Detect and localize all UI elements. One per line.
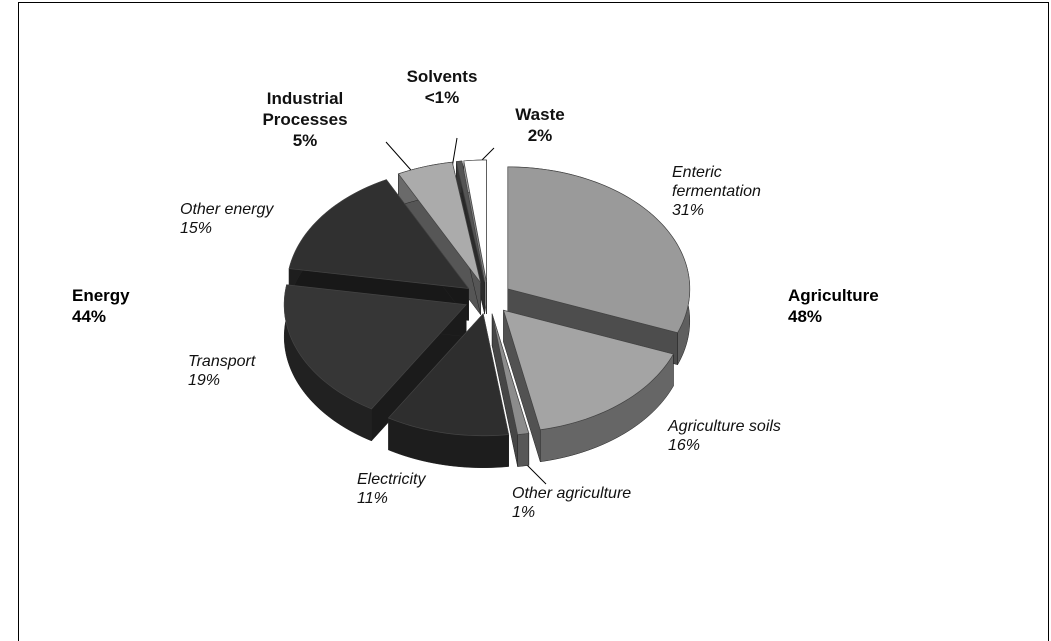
group-value: 48% [788,307,823,326]
slice-name: Solvents [406,67,478,86]
slice-name: Electricity [357,471,426,488]
slice-top [491,313,530,436]
slice-label: Electricity 11% [357,470,527,508]
slice-value: <1% [424,88,460,107]
slice-value: 11% [357,490,388,507]
slice-top [455,160,485,283]
frame [18,2,1049,641]
slice-name: Transport [188,353,256,370]
slice-side [517,433,530,467]
slice-name: Agriculture soils [668,418,781,435]
slice-label: Agriculture soils 16% [668,417,838,455]
slice-top [288,179,470,289]
slice-top [387,313,510,437]
slice [397,161,481,316]
slice-label: Waste 2% [490,104,590,146]
slice-name: Waste [515,105,565,124]
slice-top [283,284,467,410]
slice-label: Transport 19% [188,352,358,390]
slice-label: Other energy 15% [180,200,350,238]
slice [387,313,510,468]
group-name: Energy [72,286,130,305]
group-label: Agriculture 48% [788,285,879,327]
group-value: 44% [72,307,107,326]
slice [491,313,530,467]
slice-value: 1% [512,504,536,521]
slice-name: Other energy [180,201,274,218]
slice-label: Solvents <1% [392,66,492,108]
slice-value: 5% [292,131,318,150]
slice-value: 16% [668,437,701,454]
group-label: Energy 44% [72,285,130,327]
slice-label: Enteric fermentation 31% [672,163,782,220]
slice-value: 19% [188,372,221,389]
slice-value: 2% [527,126,553,145]
slice-name: Industrial Processes [262,89,348,129]
group-name: Agriculture [788,286,879,305]
slice-value: 15% [180,220,213,237]
slice-top [503,309,674,431]
pie [283,159,691,468]
slice-label: Industrial Processes 5% [255,88,355,151]
slice-name: Enteric fermentation [672,164,761,200]
slice [288,178,470,322]
slice-value: 31% [672,202,705,219]
slice-name: Other agriculture [512,485,632,502]
slice [503,309,674,463]
slice-label: Other agriculture 1% [512,484,682,522]
slice-top [397,161,481,283]
slice-top [507,166,691,334]
slice [283,284,467,442]
slice-top [463,159,487,283]
